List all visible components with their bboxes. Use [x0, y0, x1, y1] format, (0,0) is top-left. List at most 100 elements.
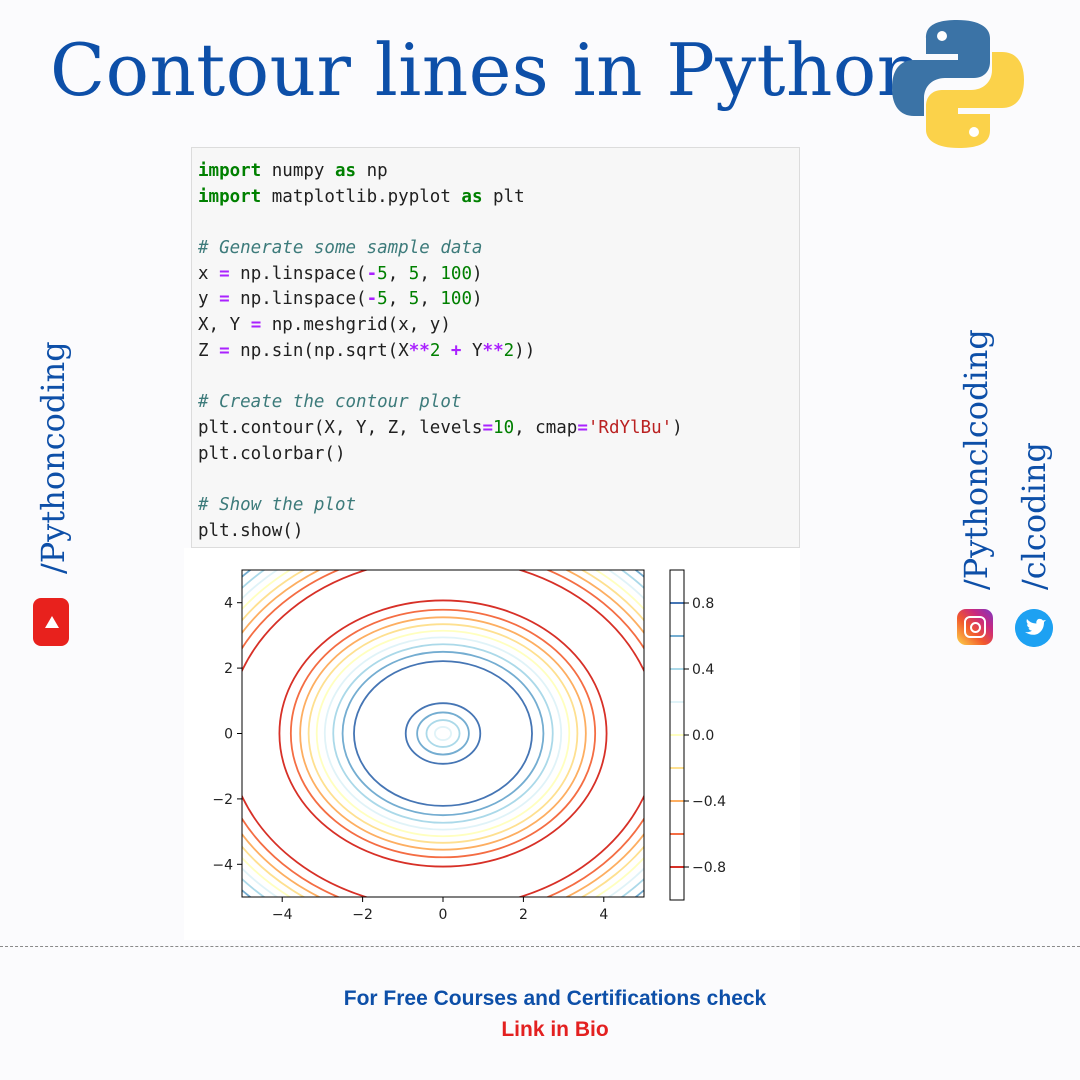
code-line: import numpy as np	[198, 159, 799, 185]
code-token: **	[408, 340, 430, 361]
code-line: Z = np.sin(np.sqrt(X**2 + Y**2))	[198, 339, 799, 365]
contour-line	[404, 702, 482, 765]
code-token: =	[219, 263, 230, 284]
code-token: as	[461, 186, 483, 207]
contour-line	[299, 616, 587, 851]
x-tick-label: 4	[599, 907, 608, 923]
code-line	[198, 365, 799, 391]
code-token: =	[219, 340, 230, 361]
code-token: )	[672, 417, 683, 438]
code-token: np.linspace(	[229, 263, 367, 284]
code-token: =	[482, 417, 494, 438]
colorbar-tick-label: −0.4	[692, 794, 726, 810]
code-token: # Create the contour plot	[198, 392, 462, 413]
code-line: # Generate some sample data	[198, 236, 799, 262]
code-line: # Create the contour plot	[198, 390, 799, 416]
instagram-icon[interactable]	[957, 609, 993, 645]
code-token: import	[198, 186, 262, 207]
x-tick-label: 2	[519, 907, 528, 923]
colorbar-tick-label: 0.4	[692, 662, 714, 678]
code-token: +	[450, 340, 462, 361]
code-token: y	[198, 289, 220, 310]
code-token: **	[482, 340, 504, 361]
code-line: # Show the plot	[198, 493, 799, 519]
twitter-handle[interactable]: /clcoding	[1015, 442, 1053, 590]
code-token: )	[472, 263, 483, 284]
code-token: ,	[419, 263, 441, 284]
code-line: X, Y = np.meshgrid(x, y)	[198, 313, 799, 339]
contour-line	[341, 650, 545, 817]
contour-line	[242, 570, 644, 897]
code-token: =	[250, 315, 262, 336]
code-token	[440, 341, 451, 361]
code-line: x = np.linspace(-5, 5, 100)	[198, 262, 799, 288]
code-line: plt.contour(X, Y, Z, levels=10, cmap='Rd…	[198, 416, 799, 442]
code-token: plt.colorbar()	[198, 443, 346, 464]
code-token: ))	[514, 340, 536, 361]
code-token: Y	[461, 340, 483, 361]
code-token: 'RdYlBu'	[587, 417, 673, 438]
contour-chart: −4 −2 0 2 4 −4 −2 0 2 4 0.8 0.4 0.0 −0.4 −0.8	[212, 569, 726, 923]
contour-line	[242, 570, 644, 897]
code-token: , cmap	[514, 417, 578, 438]
contour-line	[416, 711, 470, 756]
contour-line	[315, 629, 571, 838]
contour-line	[323, 636, 563, 831]
colorbar-tick-label: 0.8	[692, 596, 714, 612]
code-token: Z	[198, 340, 220, 361]
code-token: 2	[503, 340, 515, 361]
youtube-icon[interactable]	[33, 598, 69, 646]
plot-output: −4 −2 0 2 4 −4 −2 0 2 4 0.8 0.4 0.0 −0.4 −0.8	[184, 548, 800, 940]
code-line: import matplotlib.pyplot as plt	[198, 185, 799, 211]
contour-line	[242, 570, 644, 897]
code-token: 2	[429, 340, 441, 361]
code-line: plt.colorbar()	[198, 442, 799, 468]
code-token: import	[198, 161, 262, 181]
code-token: np	[356, 161, 388, 181]
code-token: -	[366, 263, 378, 284]
footer-cta-text: For Free Courses and Certifications chec…	[343, 987, 767, 1010]
instagram-handle[interactable]: /Pythonclcoding	[957, 329, 995, 590]
code-token: ,	[419, 289, 441, 310]
y-tick-label: 2	[224, 661, 233, 677]
code-token: x	[198, 263, 220, 284]
code-token: =	[219, 289, 230, 310]
code-token: X, Y	[198, 315, 251, 336]
contour-line	[307, 623, 579, 844]
code-line: y = np.linspace(-5, 5, 100)	[198, 287, 799, 313]
y-tick-label: −2	[212, 792, 233, 808]
code-line: plt.show()	[198, 519, 799, 545]
twitter-bird-icon[interactable]	[1015, 609, 1053, 647]
code-line	[198, 467, 799, 493]
contour-line	[242, 570, 644, 897]
page-title: Contour lines in Python	[50, 28, 924, 112]
code-token: as	[334, 161, 357, 181]
contour-line	[434, 726, 452, 741]
plot-frame	[241, 569, 645, 898]
footer-link-in-bio[interactable]: Link in Bio	[501, 1018, 609, 1041]
contour-lines	[242, 570, 644, 897]
code-token: 5	[377, 289, 388, 310]
footer-divider	[0, 946, 1080, 947]
code-token: 100	[440, 289, 472, 310]
colorbar-tick-label: −0.8	[692, 860, 726, 876]
code-token: 5	[408, 289, 420, 310]
code-token: matplotlib.pyplot	[261, 186, 462, 207]
python-logo-icon	[892, 20, 1024, 148]
code-token: np.meshgrid(x, y)	[261, 315, 451, 336]
x-tick-label: −4	[272, 907, 293, 923]
code-cell: import numpy as np import matplotlib.pypl…	[191, 147, 800, 548]
y-tick-label: 0	[224, 727, 233, 743]
code-token: 5	[408, 263, 420, 284]
code-token: numpy	[261, 161, 335, 181]
x-tick-label: −2	[352, 907, 373, 923]
colorbar-tick-label: 0.0	[692, 728, 714, 744]
contour-line	[289, 608, 597, 859]
code-token: np.sin(np.sqrt(X	[229, 340, 409, 361]
code-token: ,	[387, 263, 409, 284]
code-block: import numpy as np import matplotlib.pypl…	[198, 159, 799, 544]
youtube-handle[interactable]: /Pythoncoding	[34, 341, 72, 574]
code-token: =	[577, 417, 588, 438]
contour-line	[278, 599, 608, 868]
code-token: plt.contour(X, Y, Z, levels	[198, 417, 483, 438]
